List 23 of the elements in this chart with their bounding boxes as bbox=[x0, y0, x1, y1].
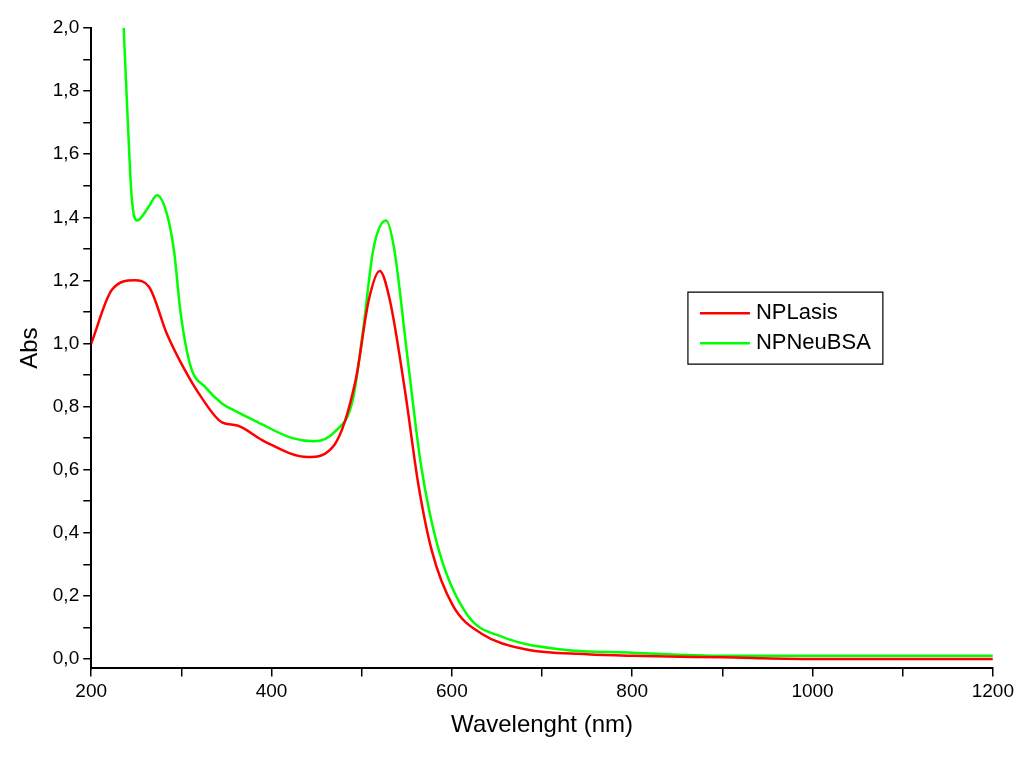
x-tick-label: 400 bbox=[255, 680, 288, 702]
y-tick-label: 0,8 bbox=[52, 394, 80, 416]
y-tick-label: 0,4 bbox=[52, 520, 80, 542]
x-tick-label: 800 bbox=[616, 680, 649, 702]
line-series bbox=[91, 269, 993, 661]
x-axis-title: Wavelenght (nm) bbox=[451, 710, 633, 738]
y-tick-label: 1,2 bbox=[52, 268, 80, 290]
y-tick-label: 0,6 bbox=[52, 457, 80, 479]
y-tick-label: 1,4 bbox=[52, 205, 80, 227]
x-tick-label: 1000 bbox=[791, 680, 834, 702]
line-series bbox=[122, 28, 993, 658]
x-tick-label: 600 bbox=[436, 680, 468, 702]
y-tick-label: 0,2 bbox=[52, 584, 80, 606]
x-tick-label: 1200 bbox=[971, 680, 1015, 702]
y-tick-label: 2,0 bbox=[52, 16, 80, 38]
legend-label: NPLasis bbox=[755, 299, 838, 325]
y-tick-label: 0,0 bbox=[52, 647, 80, 669]
y-tick-label: 1,8 bbox=[52, 79, 80, 101]
y-tick-label: 1,0 bbox=[52, 331, 80, 353]
x-tick-label: 200 bbox=[75, 680, 108, 702]
legend-label: NPNeuBSA bbox=[755, 329, 872, 355]
y-axis-title: Abs bbox=[15, 327, 43, 369]
y-tick-label: 1,6 bbox=[52, 142, 80, 164]
